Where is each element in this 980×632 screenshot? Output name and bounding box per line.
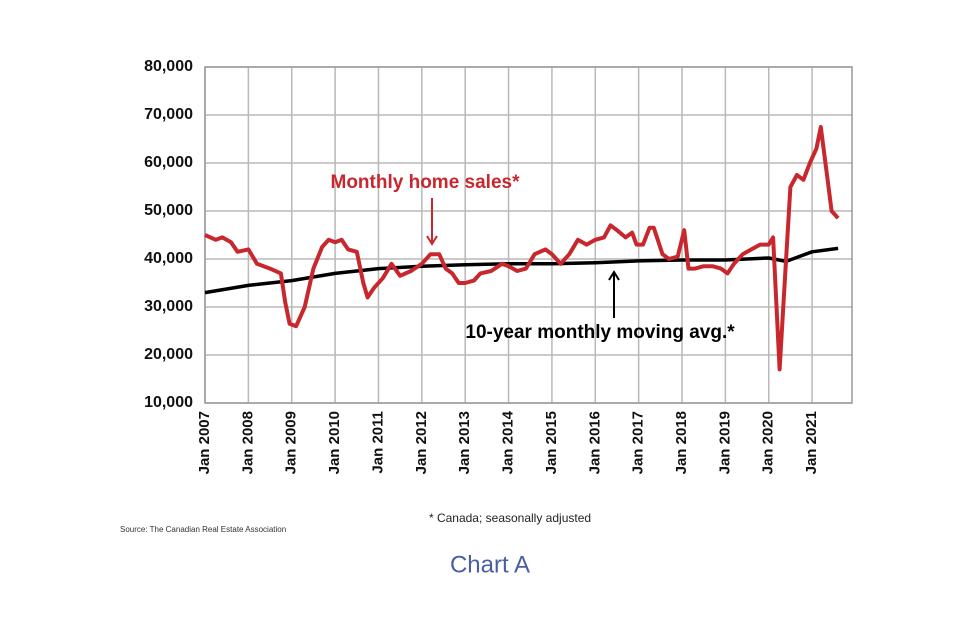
plot-frame bbox=[204, 66, 853, 404]
arrow-head bbox=[426, 235, 438, 246]
x-tick-label: Jan 2010 bbox=[326, 411, 343, 474]
y-tick-label: 50,000 bbox=[144, 202, 193, 219]
source: Source: The Canadian Real Estate Associa… bbox=[120, 525, 286, 534]
y-tick-label: 20,000 bbox=[144, 346, 193, 363]
x-tick-label: Jan 2014 bbox=[500, 410, 517, 474]
caption: Chart A bbox=[450, 551, 530, 578]
y-tick-label: 80,000 bbox=[144, 58, 193, 75]
annotation: 10-year monthly moving avg.* bbox=[465, 322, 735, 343]
x-tick-label: Jan 2020 bbox=[760, 411, 777, 474]
y-tick-label: 70,000 bbox=[144, 106, 193, 123]
y-tick-label: 30,000 bbox=[144, 298, 193, 315]
x-tick-label: Jan 2015 bbox=[543, 411, 560, 474]
series-line bbox=[204, 125, 840, 372]
x-tick-label: Jan 2018 bbox=[673, 411, 690, 474]
x-tick-label: Jan 2009 bbox=[283, 411, 300, 474]
x-tick-label: Jan 2021 bbox=[803, 411, 820, 474]
x-tick-label: Jan 2007 bbox=[196, 411, 213, 474]
x-tick-label: Jan 2011 bbox=[369, 411, 386, 474]
x-tick-label: Jan 2008 bbox=[239, 411, 256, 474]
annotation: Monthly home sales* bbox=[331, 172, 521, 193]
x-tick-label: Jan 2012 bbox=[413, 411, 430, 474]
arrow-head bbox=[608, 270, 620, 281]
footnote: * Canada; seasonally adjusted bbox=[429, 511, 591, 525]
x-tick-label: Jan 2013 bbox=[456, 411, 473, 474]
x-tick-label: Jan 2016 bbox=[586, 411, 603, 474]
y-tick-label: 60,000 bbox=[144, 154, 193, 171]
y-tick-label: 10,000 bbox=[144, 394, 193, 411]
x-tick-label: Jan 2017 bbox=[630, 411, 647, 474]
x-tick-label: Jan 2019 bbox=[716, 411, 733, 474]
y-tick-label: 40,000 bbox=[144, 250, 193, 267]
